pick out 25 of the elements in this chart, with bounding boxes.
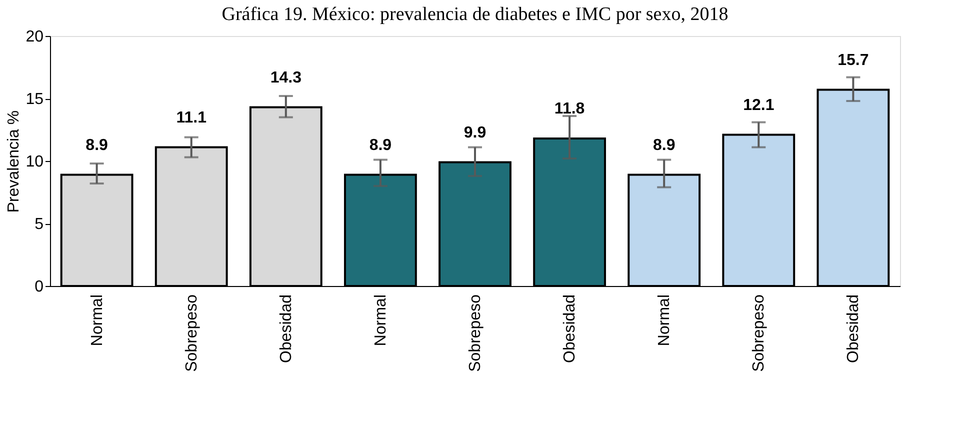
chart-title: Gráfica 19. México: prevalencia de diabetes e IMC por sexo, 2018 [222,4,728,25]
x-tick-label: Normal [656,294,674,346]
data-label: 12.1 [743,96,774,114]
x-tick-label: Obesidad [845,294,862,363]
x-tick-label: Obesidad [562,294,579,363]
data-label: 8.9 [86,136,108,154]
y-tick-label: 15 [26,91,44,108]
x-tick-label: Normal [372,294,390,346]
y-tick-label: 10 [26,154,44,170]
y-tick-label: 5 [34,216,44,233]
data-label: 11.8 [554,100,585,118]
x-tick-label: Sobrepeso [183,294,200,372]
y-tick-label: 0 [34,278,44,296]
data-label: 11.1 [176,109,207,126]
data-label: 8.9 [369,136,392,154]
x-tick-label: Sobrepeso [750,294,768,372]
data-label: 9.9 [464,124,486,142]
y-tick-label: 20 [26,28,44,46]
data-label: 15.7 [838,52,869,69]
data-label: 8.9 [652,136,676,154]
data-label: 14.3 [270,69,302,86]
y-axis-title: Prevalencia % [6,110,23,213]
x-tick-label: Sobrepeso [467,294,484,372]
x-tick-label: Normal [88,294,106,346]
x-tick-label: Obesidad [278,294,295,363]
